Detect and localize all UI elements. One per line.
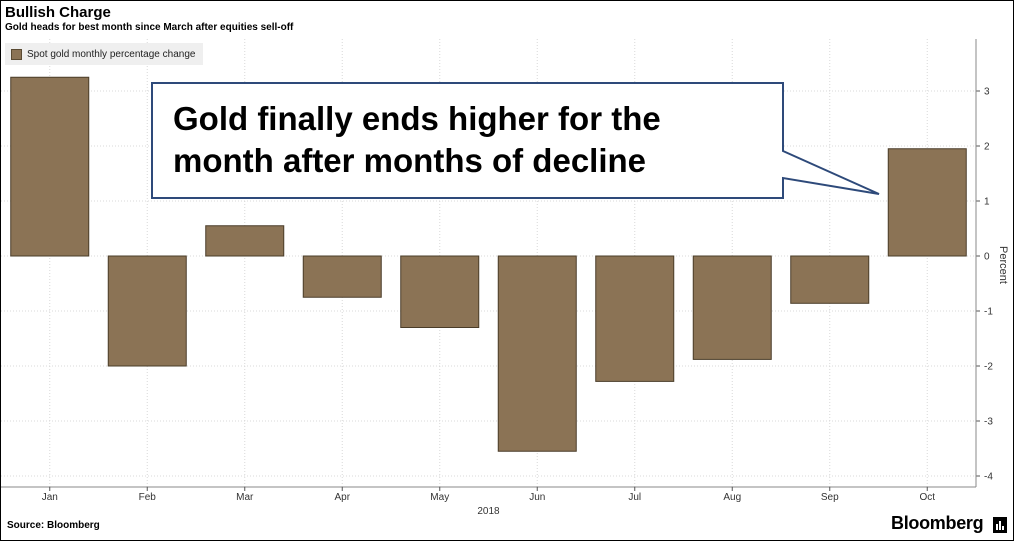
source-note: Source: Bloomberg	[7, 520, 100, 531]
callout-line-1: Gold finally ends higher for the	[173, 100, 661, 137]
bar-chart-icon	[993, 517, 1007, 533]
bar-sep	[790, 255, 870, 304]
chart-subtitle: Gold heads for best month since March af…	[5, 22, 294, 33]
bar-jan	[10, 76, 90, 257]
bar-aug	[692, 255, 772, 360]
x-tick-label: Aug	[723, 492, 741, 503]
x-tick-label: Feb	[139, 492, 157, 503]
bar-jul	[595, 255, 675, 382]
x-tick-label: Apr	[334, 492, 350, 503]
x-tick-label: Jul	[628, 492, 641, 503]
legend-swatch	[11, 48, 22, 60]
x-tick-label: Sep	[821, 492, 839, 503]
y-tick-label: 0	[984, 252, 990, 263]
bar-may	[400, 255, 480, 328]
y-tick-label: -2	[984, 362, 993, 373]
chart-title: Bullish Charge	[5, 4, 111, 21]
bar-apr	[302, 255, 382, 298]
bar-mar	[205, 225, 285, 257]
y-tick-label: -3	[984, 417, 993, 428]
x-tick-label: Jun	[529, 492, 545, 503]
y-axis-label: Percent	[997, 246, 1009, 284]
x-group-label: 2018	[477, 506, 500, 517]
y-tick-label: 1	[984, 197, 990, 208]
x-tick-label: May	[430, 492, 449, 503]
bar-feb	[107, 255, 187, 367]
bar-oct	[887, 148, 967, 257]
y-tick-label: 2	[984, 142, 990, 153]
y-tick-label: 3	[984, 87, 990, 98]
x-tick-label: Oct	[919, 492, 935, 503]
bar-jun	[497, 255, 577, 452]
callout-line-2: month after months of decline	[173, 142, 647, 179]
legend-label: Spot gold monthly percentage change	[27, 48, 196, 60]
x-tick-label: Jan	[42, 492, 58, 503]
callout-text: Gold finally ends higher for the month a…	[173, 98, 773, 182]
y-tick-label: -1	[984, 307, 993, 318]
y-tick-label: -4	[984, 472, 993, 483]
legend: Spot gold monthly percentage change	[5, 43, 204, 65]
x-tick-label: Mar	[236, 492, 254, 503]
brand-logo: Bloomberg	[891, 513, 984, 533]
